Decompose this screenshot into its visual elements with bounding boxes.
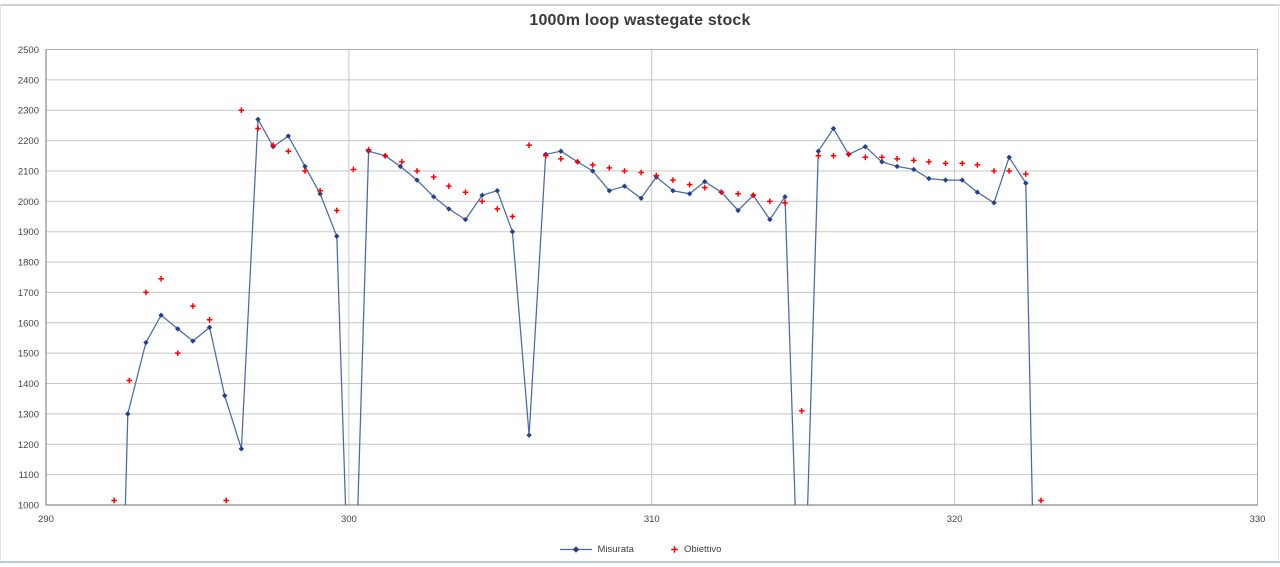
legend-label-obiettivo: Obiettivo <box>683 543 722 555</box>
svg-text:1800: 1800 <box>18 258 39 269</box>
svg-text:2200: 2200 <box>18 136 39 147</box>
obiettivo-plus-icon <box>671 545 678 553</box>
svg-text:2300: 2300 <box>18 106 39 117</box>
misurata-line-icon <box>559 545 592 553</box>
svg-text:310: 310 <box>644 514 660 525</box>
svg-text:2100: 2100 <box>18 166 39 177</box>
svg-text:1600: 1600 <box>18 318 39 329</box>
svg-text:1400: 1400 <box>18 379 39 390</box>
legend-item-misurata: Misurata <box>559 544 634 555</box>
legend-item-obiettivo: Obiettivo <box>670 543 722 555</box>
svg-text:1100: 1100 <box>19 470 39 481</box>
svg-text:2500: 2500 <box>18 45 39 56</box>
window-left-border <box>0 4 1 562</box>
svg-text:290: 290 <box>38 514 54 525</box>
svg-text:1900: 1900 <box>18 227 39 238</box>
svg-text:1700: 1700 <box>18 288 39 299</box>
svg-text:1200: 1200 <box>18 440 39 451</box>
svg-text:2400: 2400 <box>18 75 39 86</box>
chart-title: 1000m loop wastegate stock <box>529 12 751 29</box>
window-right-border <box>1278 4 1279 562</box>
svg-text:1500: 1500 <box>18 349 39 360</box>
svg-text:1300: 1300 <box>18 409 39 420</box>
chart-legend: Misurata Obiettivo <box>0 540 1280 558</box>
window-bottom-border <box>0 561 1280 563</box>
svg-text:300: 300 <box>341 514 357 525</box>
svg-text:330: 330 <box>1250 514 1266 525</box>
svg-text:320: 320 <box>947 514 963 525</box>
svg-text:2000: 2000 <box>18 197 39 208</box>
window-top-border <box>0 4 1280 6</box>
legend-label-misurata: Misurata <box>597 543 634 555</box>
svg-text:1000: 1000 <box>18 501 39 512</box>
